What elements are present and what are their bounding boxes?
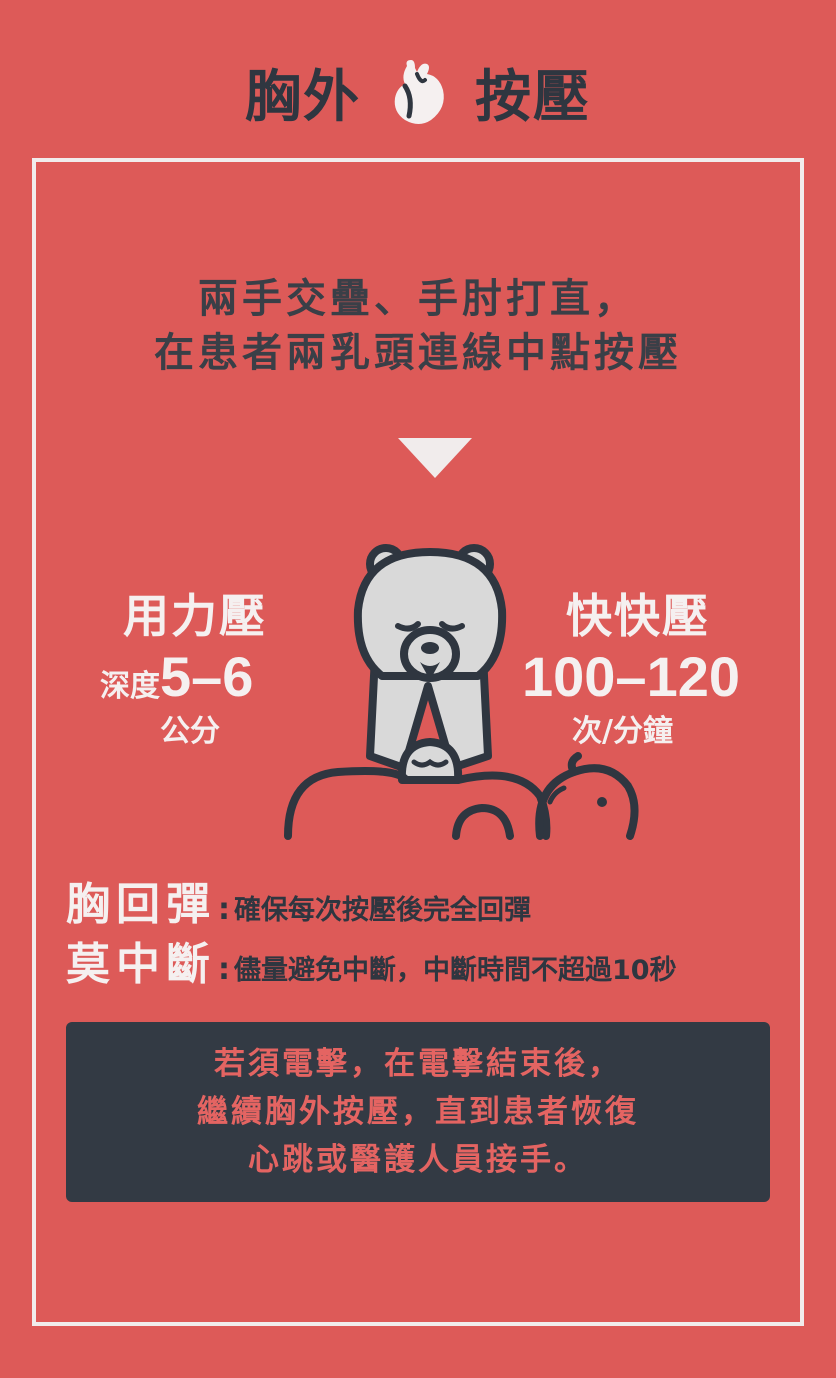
bear-cpr-illustration <box>284 544 639 840</box>
rule-no-interruption: 莫中斷 : 儘量避免中斷，中斷時間不超過10秒 <box>66 928 677 992</box>
heart-icon <box>394 59 444 124</box>
defibrillation-note: 若須電擊，在電擊結束後， 繼續胸外按壓，直到患者恢復 心跳或醫護人員接手。 <box>66 1022 770 1202</box>
speed-unit: 次/分鐘 <box>572 714 673 749</box>
title-right: 按壓 <box>475 65 591 130</box>
depth-value: 5–6 <box>160 645 254 708</box>
instruction-line-1: 兩手交疊、手肘打直， <box>198 276 638 322</box>
note-line-1: 若須電擊，在電擊結束後， <box>214 1046 622 1082</box>
content-frame <box>32 158 804 1326</box>
note-line-3: 心跳或醫護人員接手。 <box>248 1142 588 1178</box>
rule-desc: 確保每次按壓後完全回彈 <box>234 895 531 926</box>
rule-desc: 儘量避免中斷，中斷時間不超過10秒 <box>234 955 677 986</box>
page-title: 胸外 按壓 <box>0 52 836 133</box>
note-line-2: 繼續胸外按壓，直到患者恢復 <box>197 1094 639 1130</box>
title-left: 胸外 <box>245 65 361 130</box>
force-heading: 用力壓 <box>123 589 267 643</box>
force-depth: 深度5–6 <box>100 644 253 709</box>
rule-key: 胸回彈 <box>66 879 216 930</box>
speed-heading: 快快壓 <box>566 589 710 643</box>
down-triangle-icon <box>398 438 472 478</box>
depth-label: 深度 <box>100 669 160 704</box>
rule-key: 莫中斷 <box>66 939 216 990</box>
rate-value: 100–120 <box>522 645 741 708</box>
instruction-line-2: 在患者兩乳頭連線中點按壓 <box>154 330 682 376</box>
force-unit: 公分 <box>160 714 220 749</box>
rule-recoil: 胸回彈 : 確保每次按壓後完全回彈 <box>66 868 531 932</box>
